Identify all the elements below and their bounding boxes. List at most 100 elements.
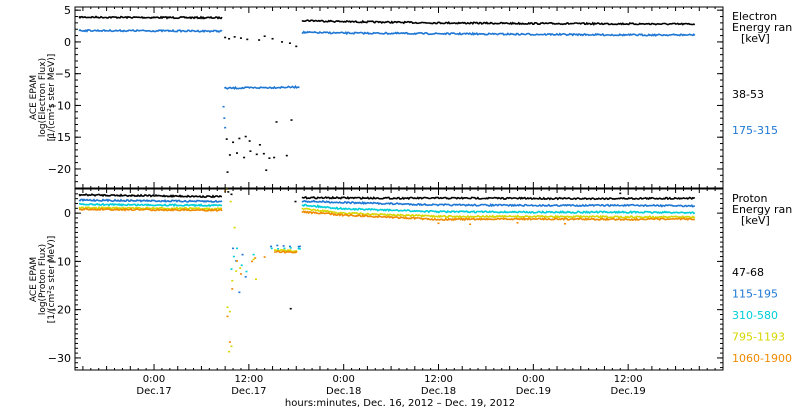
data-point xyxy=(239,37,242,39)
x-axis-label: hours:minutes, Dec. 16, 2012 – Dec. 19, … xyxy=(285,398,515,409)
data-point xyxy=(258,144,261,146)
legend-title: [keV] xyxy=(741,214,770,227)
x-tick-sublabel: Dec.17 xyxy=(231,386,266,397)
x-tick-label: 0:00 xyxy=(143,374,165,385)
data-point xyxy=(437,222,440,225)
data-point xyxy=(227,191,230,193)
y-tick-label: −20 xyxy=(48,304,71,317)
data-point xyxy=(232,141,235,144)
data-point xyxy=(230,345,233,348)
data-point xyxy=(228,341,231,343)
data-point xyxy=(236,247,238,250)
data-point xyxy=(262,152,265,155)
data-point xyxy=(240,264,243,267)
series-trace-47-68 xyxy=(78,193,223,199)
y-tick-label: −10 xyxy=(48,255,71,268)
data-point xyxy=(252,253,255,256)
series-trace-310-580 xyxy=(297,247,301,250)
data-point xyxy=(282,245,285,247)
data-point xyxy=(249,150,252,152)
y-tick-label: 0 xyxy=(64,36,71,49)
series-trace-310-580 xyxy=(301,203,696,215)
x-tick-sublabel: Dec.18 xyxy=(421,386,456,397)
data-point xyxy=(239,267,242,269)
data-point xyxy=(236,152,238,154)
data-point xyxy=(276,244,279,247)
data-point xyxy=(226,171,229,173)
data-point xyxy=(252,258,255,261)
legend-entry: 175-315 xyxy=(732,124,778,137)
series-trace-1060-1900 xyxy=(301,210,696,222)
data-point xyxy=(229,200,232,203)
data-point xyxy=(516,221,519,224)
data-point xyxy=(273,156,276,159)
series-trace-795-1193 xyxy=(301,207,696,220)
data-point xyxy=(294,200,297,203)
y-axis-label: log(Proton Flux) xyxy=(38,244,48,315)
x-tick-label: 0:00 xyxy=(522,374,544,385)
y-axis-label: ACE EPAM xyxy=(29,75,39,120)
data-point xyxy=(243,156,246,159)
data-point xyxy=(275,121,278,123)
data-point xyxy=(288,42,291,44)
data-point xyxy=(277,248,280,250)
data-point xyxy=(231,288,234,290)
data-point xyxy=(281,41,284,43)
data-point xyxy=(225,138,228,140)
data-point xyxy=(248,140,251,142)
series-trace-115-195 xyxy=(78,198,223,203)
data-point xyxy=(255,153,258,156)
data-point xyxy=(246,38,249,41)
data-point xyxy=(271,37,274,40)
data-point xyxy=(269,245,272,248)
data-point xyxy=(238,291,241,294)
data-point xyxy=(244,276,247,278)
data-point xyxy=(224,36,227,39)
legend-entry: 310-580 xyxy=(732,309,778,322)
data-point xyxy=(233,226,236,229)
y-axis-label: [1/(cm²s ster MeV)] xyxy=(47,236,57,323)
data-point xyxy=(245,270,248,273)
data-point xyxy=(224,126,227,129)
series-trace-47-68 xyxy=(301,195,696,201)
series-trace-175-315 xyxy=(78,28,223,33)
data-point xyxy=(469,223,472,226)
legend-title: Proton xyxy=(732,192,767,205)
x-tick-sublabel: Dec.17 xyxy=(136,386,171,397)
data-point xyxy=(251,260,254,263)
data-point xyxy=(254,257,257,259)
data-point xyxy=(235,270,238,272)
x-tick-label: 12:00 xyxy=(424,374,453,385)
legend-entry: 47-68 xyxy=(732,266,764,279)
data-point xyxy=(239,273,242,275)
legend-entry: 1060-1900 xyxy=(732,352,792,365)
y-axis-label: ACE EPAM xyxy=(29,257,39,302)
data-point xyxy=(258,39,261,41)
series-trace-175-315 xyxy=(223,84,300,91)
series-trace-1060-1900 xyxy=(78,207,223,213)
data-point xyxy=(289,247,292,249)
data-point xyxy=(226,315,229,318)
data-point xyxy=(290,119,293,121)
legend-title: Energy ran xyxy=(732,21,792,34)
legend-title: Energy ran xyxy=(732,203,792,216)
y-tick-label: −10 xyxy=(48,99,71,112)
y-tick-label: 0 xyxy=(64,207,71,220)
x-tick-label: 12:00 xyxy=(614,374,643,385)
data-point xyxy=(619,192,622,195)
legend-title: Electron xyxy=(732,10,777,23)
data-point xyxy=(263,35,266,38)
legend-title: [keV] xyxy=(741,32,770,45)
legend-entry: 795-1193 xyxy=(732,331,785,344)
data-point xyxy=(233,36,236,38)
data-point xyxy=(226,306,229,309)
x-tick-sublabel: Dec.19 xyxy=(516,386,551,397)
data-point xyxy=(231,279,234,282)
x-tick-label: 12:00 xyxy=(234,374,263,385)
series-trace-175-315 xyxy=(301,30,696,37)
data-point xyxy=(283,247,286,250)
data-point xyxy=(270,247,273,250)
y-tick-label: −15 xyxy=(48,131,71,144)
series-trace-38-53 xyxy=(78,15,223,20)
